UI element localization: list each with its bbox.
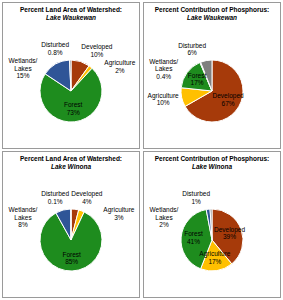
svg-text:Disturbed1%: Disturbed1%: [182, 190, 210, 205]
html-text:Lake Waukewan: Lake Waukewan: [45, 14, 96, 21]
svg-text:Agriculture2%: Agriculture2%: [104, 59, 135, 74]
html-text:Percent Contribution of Phosph: Percent Contribution of Phosphorus:: [154, 155, 270, 162]
html-text:Lake Winona: Lake Winona: [51, 163, 91, 170]
svg-text:Developed10%: Developed10%: [81, 43, 112, 58]
svg-text:Wetlands/Lakes2%: Wetlands/Lakes2%: [150, 206, 179, 228]
svg-text:Agriculture17%: Agriculture17%: [199, 250, 230, 265]
svg-text:Wetlands/Lakes15%: Wetlands/Lakes15%: [9, 57, 38, 79]
svg-text:Wetlands/Lakes0.4%: Wetlands/Lakes0.4%: [149, 58, 178, 80]
svg-text:Developed4%: Developed4%: [71, 190, 102, 205]
svg-text:Disturbed0.1%: Disturbed0.1%: [41, 190, 69, 205]
svg-text:Developed67%: Developed67%: [213, 92, 244, 107]
html-text:Percent Land Area of Watershed: Percent Land Area of Watershed:: [19, 6, 122, 13]
svg-text:Wetlands/Lakes8%: Wetlands/Lakes8%: [9, 206, 38, 228]
html-text:Percent Contribution of Phosph: Percent Contribution of Phosphorus:: [154, 6, 270, 13]
svg-text:Forest41%: Forest41%: [184, 230, 203, 245]
svg-text:Forest85%: Forest85%: [62, 251, 81, 266]
html-text:Lake Waukewan: Lake Waukewan: [186, 14, 237, 21]
html-text:Percent Land Area of Watershed: Percent Land Area of Watershed:: [19, 155, 122, 162]
svg-text:Developed39%: Developed39%: [214, 226, 245, 241]
svg-text:Agriculture3%: Agriculture3%: [103, 206, 134, 221]
svg-text:Forest17%: Forest17%: [188, 72, 207, 87]
html-text:Lake Winona: Lake Winona: [192, 163, 232, 170]
svg-text:Disturbed6%: Disturbed6%: [178, 42, 206, 57]
svg-text:Agriculture10%: Agriculture10%: [148, 92, 179, 107]
svg-text:Disturbed0.8%: Disturbed0.8%: [41, 41, 69, 56]
svg-text:Forest73%: Forest73%: [64, 101, 83, 116]
